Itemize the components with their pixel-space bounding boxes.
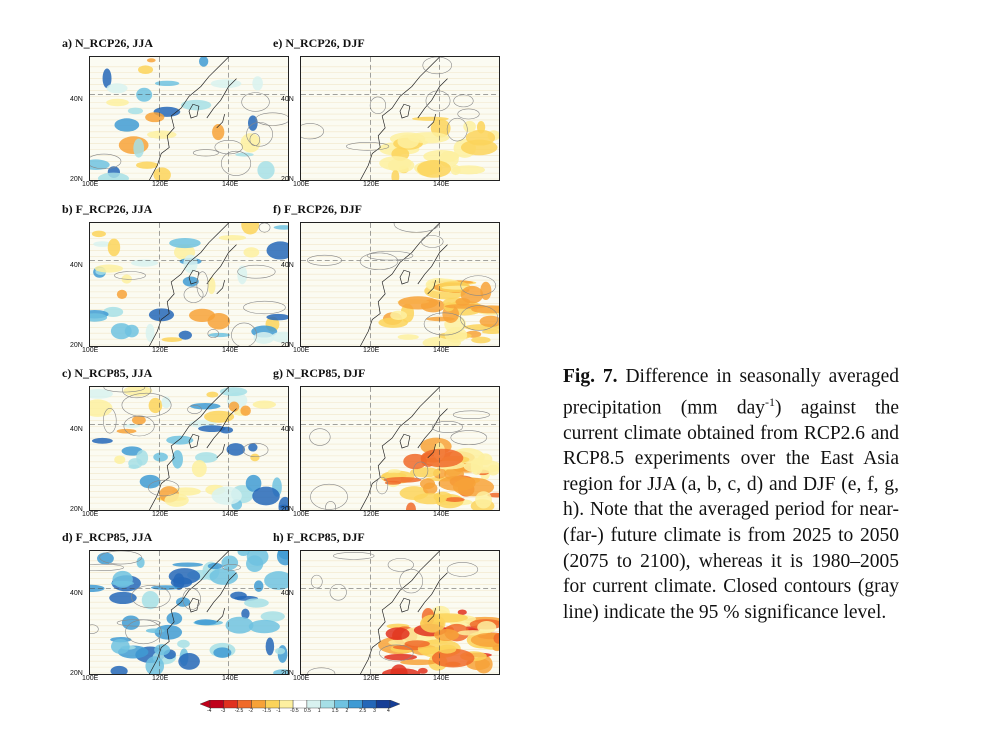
precip-map bbox=[300, 550, 500, 675]
colorbar-tick-label: 3 bbox=[373, 708, 376, 714]
x-tick-label: 100E bbox=[293, 181, 310, 188]
colorbar-tick-label: 1.5 bbox=[331, 708, 339, 714]
y-tick-label: 20N bbox=[281, 342, 294, 349]
x-tick-label: 140E bbox=[433, 181, 450, 188]
colorbar-tick-label: -2 bbox=[248, 708, 253, 714]
colorbar-cell bbox=[223, 700, 238, 709]
caption-superscript: -1 bbox=[764, 394, 775, 409]
colorbar-cell bbox=[209, 700, 225, 709]
panel-g: g) N_RCP85, DJF 40N 20N 100E 120E 140E bbox=[273, 366, 503, 518]
y-tick-label: 40N bbox=[281, 590, 294, 597]
y-tick-label: 20N bbox=[281, 176, 294, 183]
y-tick-label: 40N bbox=[281, 96, 294, 103]
panel-title: f) F_RCP26, DJF bbox=[273, 202, 362, 216]
x-tick-label: 140E bbox=[433, 347, 450, 354]
x-tick-label: 120E bbox=[152, 181, 169, 188]
colorbar-tick-label: 0.5 bbox=[303, 708, 311, 714]
colorbar-tick-label: 1 bbox=[317, 708, 321, 714]
caption-text-1: Difference in seasonally averaged precip… bbox=[563, 366, 899, 419]
x-tick-label: 100E bbox=[82, 347, 99, 354]
colorbar-cell bbox=[348, 700, 363, 709]
figure-caption: Fig. 7. Difference in seasonally average… bbox=[563, 364, 899, 625]
panel-h: h) F_RCP85, DJF 40N 20N 100E 120E 140E bbox=[273, 530, 503, 682]
x-tick-label: 120E bbox=[152, 347, 169, 354]
panel-a: a) N_RCP26, JJA 40N 20N 100E 120E 140E bbox=[62, 36, 292, 188]
y-tick-label: 20N bbox=[70, 670, 83, 677]
x-tick-label: 120E bbox=[363, 675, 380, 682]
colorbar bbox=[200, 700, 400, 709]
colorbar-min-arrow bbox=[200, 700, 211, 709]
y-tick-label: 20N bbox=[70, 342, 83, 349]
panel-c: c) N_RCP85, JJA 40N 20N 100E 120E 140E bbox=[62, 366, 292, 518]
colorbar-tick-label: 2.5 bbox=[359, 708, 367, 714]
panel-title: a) N_RCP26, JJA bbox=[62, 36, 153, 50]
y-tick-label: 40N bbox=[281, 262, 294, 269]
y-tick-label: 40N bbox=[70, 96, 83, 103]
x-tick-label: 100E bbox=[82, 181, 99, 188]
y-tick-label: 20N bbox=[281, 506, 294, 513]
precip-map bbox=[300, 222, 500, 347]
colorbar-cell bbox=[320, 700, 335, 709]
y-tick-label: 20N bbox=[70, 176, 83, 183]
x-tick-label: 120E bbox=[363, 511, 380, 518]
caption-label: Fig. 7. bbox=[563, 366, 618, 387]
panel-f: f) F_RCP26, DJF 40N 20N 100E 120E 140E bbox=[273, 202, 503, 354]
colorbar-tick-label: 2 bbox=[345, 708, 349, 714]
x-tick-label: 100E bbox=[293, 675, 310, 682]
y-tick-label: 20N bbox=[281, 670, 294, 677]
x-tick-label: 140E bbox=[222, 511, 239, 518]
caption-text-2: ) against the current climate obtained f… bbox=[563, 397, 899, 623]
colorbar-cell bbox=[279, 700, 294, 709]
colorbar-cell bbox=[292, 700, 308, 709]
x-tick-label: 140E bbox=[433, 675, 450, 682]
x-tick-label: 100E bbox=[82, 511, 99, 518]
x-tick-label: 100E bbox=[82, 675, 99, 682]
colorbar-tick-label: 4 bbox=[387, 708, 390, 714]
colorbar-cell bbox=[334, 700, 349, 709]
colorbar-cell bbox=[375, 700, 391, 709]
precip-map bbox=[89, 550, 289, 675]
x-tick-label: 120E bbox=[152, 675, 169, 682]
colorbar-tick-label: -3 bbox=[220, 708, 226, 714]
panel-title: h) F_RCP85, DJF bbox=[273, 530, 365, 544]
colorbar-tick-label: -2.5 bbox=[234, 708, 244, 714]
colorbar-cell bbox=[251, 700, 266, 709]
precip-map bbox=[89, 222, 289, 347]
x-tick-label: 120E bbox=[363, 347, 380, 354]
panel-title: d) F_RCP85, JJA bbox=[62, 530, 153, 544]
x-tick-label: 120E bbox=[152, 511, 169, 518]
colorbar-cell bbox=[362, 700, 377, 709]
panel-title: c) N_RCP85, JJA bbox=[62, 366, 153, 380]
colorbar-cell bbox=[306, 700, 321, 709]
panel-d: d) F_RCP85, JJA 40N 20N 100E 120E 140E bbox=[62, 530, 292, 682]
colorbar-tick-label: -4 bbox=[207, 708, 212, 714]
x-tick-label: 100E bbox=[293, 347, 310, 354]
y-tick-label: 40N bbox=[70, 426, 83, 433]
colorbar-tick-label: -0.5 bbox=[290, 708, 299, 714]
x-tick-label: 120E bbox=[363, 181, 380, 188]
x-tick-label: 140E bbox=[222, 181, 239, 188]
precip-map bbox=[89, 386, 289, 511]
precip-map bbox=[89, 56, 289, 181]
panel-e: e) N_RCP26, DJF 40N 20N 100E 120E 140E bbox=[273, 36, 503, 188]
x-tick-label: 140E bbox=[433, 511, 450, 518]
colorbar-cell bbox=[265, 700, 280, 709]
panel-b: b) F_RCP26, JJA 40N 20N 100E 120E 140E bbox=[62, 202, 292, 354]
y-tick-label: 40N bbox=[281, 426, 294, 433]
precip-map bbox=[300, 56, 500, 181]
panel-title: e) N_RCP26, DJF bbox=[273, 36, 365, 50]
y-tick-label: 40N bbox=[70, 262, 83, 269]
x-tick-label: 140E bbox=[222, 347, 239, 354]
precip-map bbox=[300, 386, 500, 511]
colorbar-max-arrow bbox=[389, 700, 400, 709]
y-tick-label: 40N bbox=[70, 590, 83, 597]
y-tick-label: 20N bbox=[70, 506, 83, 513]
panel-title: g) N_RCP85, DJF bbox=[273, 366, 366, 380]
colorbar-cell bbox=[237, 700, 252, 709]
colorbar-tick-label: -1 bbox=[276, 708, 281, 714]
colorbar-tick-label: -1.5 bbox=[262, 708, 271, 714]
x-tick-label: 140E bbox=[222, 675, 239, 682]
x-tick-label: 100E bbox=[293, 511, 310, 518]
panel-title: b) F_RCP26, JJA bbox=[62, 202, 153, 216]
